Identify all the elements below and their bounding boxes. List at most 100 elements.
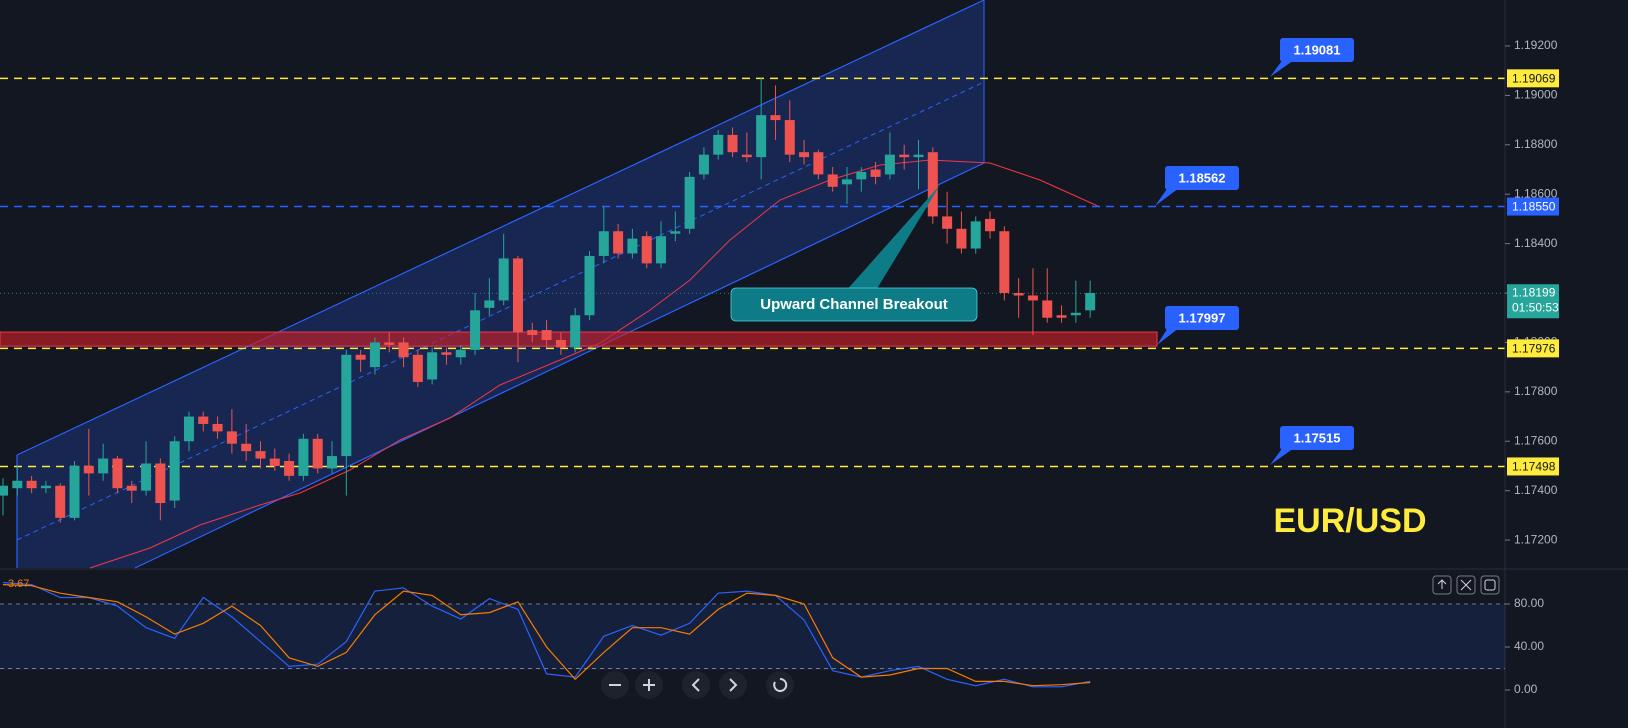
- candle-body: [512, 258, 523, 333]
- candle-body: [1070, 312, 1081, 316]
- candle-body: [1027, 295, 1038, 301]
- callout-pointer: [1155, 186, 1179, 206]
- candle-body: [183, 416, 194, 442]
- candle-body: [198, 416, 209, 424]
- reset[interactable]: [766, 671, 794, 699]
- candle-body: [870, 169, 881, 177]
- candle-body: [12, 480, 23, 489]
- y-tick-label: 1.18400: [1514, 236, 1558, 250]
- candle-body: [40, 485, 51, 489]
- level-tag-label: 1.18550: [1512, 200, 1556, 214]
- candle-body: [856, 171, 867, 180]
- scroll-right[interactable]: [719, 671, 747, 699]
- countdown: 01:50:53: [1512, 300, 1559, 314]
- candle-body: [627, 238, 638, 254]
- candle-body: [1013, 293, 1024, 296]
- candle-body: [684, 176, 695, 229]
- level-tag-label: 1.19069: [1512, 71, 1556, 85]
- callout-box: [1165, 306, 1239, 330]
- candle-body: [26, 480, 37, 489]
- y-tick-label: 0.00: [1514, 682, 1538, 696]
- candle-body: [770, 115, 781, 121]
- pair-title: EUR/USD: [1273, 502, 1426, 540]
- candle-body: [613, 231, 624, 254]
- candle-body: [341, 354, 352, 457]
- callout-box: [1280, 426, 1354, 450]
- candle-body: [384, 342, 395, 345]
- y-tick-label: 1.18600: [1514, 186, 1558, 200]
- callout-box: [1165, 166, 1239, 190]
- candle-body: [98, 458, 109, 474]
- icon: [773, 677, 788, 692]
- candle-body: [298, 438, 309, 476]
- candle-body: [498, 258, 509, 301]
- annotation-pointer: [845, 185, 940, 292]
- candle-body: [713, 134, 724, 155]
- candle-body: [355, 354, 366, 360]
- candle-body: [398, 342, 409, 358]
- button-maximize[interactable]: [1480, 575, 1500, 595]
- candle-body: [169, 441, 180, 501]
- y-tick-label: 1.17200: [1514, 532, 1558, 546]
- candle-body: [427, 352, 438, 380]
- y-tick-label: 40.00: [1514, 639, 1544, 653]
- icon: [1484, 579, 1496, 591]
- candle-body: [570, 315, 581, 348]
- candle-body: [441, 352, 452, 355]
- candle-body: [455, 349, 466, 358]
- candle-body: [1085, 293, 1096, 311]
- callout-label: 1.17515: [1294, 430, 1341, 445]
- candle-body: [970, 221, 981, 249]
- candle-body: [670, 231, 681, 234]
- candle-body: [784, 120, 795, 155]
- y-tick-label: 1.18800: [1514, 137, 1558, 151]
- candle-body: [956, 228, 967, 249]
- icon: [729, 678, 738, 692]
- candle-body: [841, 179, 852, 185]
- scroll-left[interactable]: [682, 671, 710, 699]
- y-tick-label: 1.17800: [1514, 384, 1558, 398]
- level-tag: [1507, 69, 1559, 88]
- candle-body: [741, 154, 752, 158]
- current-price-tag: [1507, 284, 1559, 319]
- button-close[interactable]: [1456, 575, 1476, 595]
- candle-body: [1042, 300, 1053, 318]
- candle-body: [269, 458, 280, 466]
- icon: [1460, 579, 1472, 591]
- candle-body: [656, 236, 667, 264]
- candle-body: [241, 443, 252, 452]
- button-up[interactable]: [1432, 575, 1452, 595]
- level-tag-label: 1.17498: [1512, 460, 1556, 474]
- pane-controls: [1432, 575, 1500, 595]
- level-tag: [1507, 457, 1559, 476]
- candle-body: [412, 354, 423, 382]
- candle-body: [884, 154, 895, 175]
- candle-body: [484, 300, 495, 308]
- candle-body: [226, 431, 237, 444]
- candle-body: [126, 485, 137, 491]
- candle-body: [913, 154, 924, 158]
- y-tick-label: 80.00: [1514, 596, 1544, 610]
- candle-body: [255, 451, 266, 459]
- y-tick-label: 1.19000: [1514, 88, 1558, 102]
- candle-body: [55, 485, 66, 518]
- callout-pointer: [1270, 446, 1294, 465]
- channel-upper: [16, 0, 985, 456]
- candle-body: [284, 461, 295, 476]
- callout-label: 1.18562: [1179, 170, 1226, 185]
- candle-body: [999, 231, 1010, 294]
- candle-body: [212, 423, 223, 432]
- stoch-line: [2, 584, 1091, 687]
- candle-body: [527, 330, 538, 336]
- candle-body: [942, 216, 953, 229]
- callout-pointer: [1270, 58, 1294, 77]
- level-tag: [1507, 339, 1559, 358]
- candle-body: [0, 485, 9, 496]
- y-tick-label: 1.19200: [1514, 38, 1558, 52]
- toolbar: [601, 671, 794, 699]
- candle-body: [985, 218, 996, 232]
- callout-label: 1.17997: [1179, 310, 1226, 325]
